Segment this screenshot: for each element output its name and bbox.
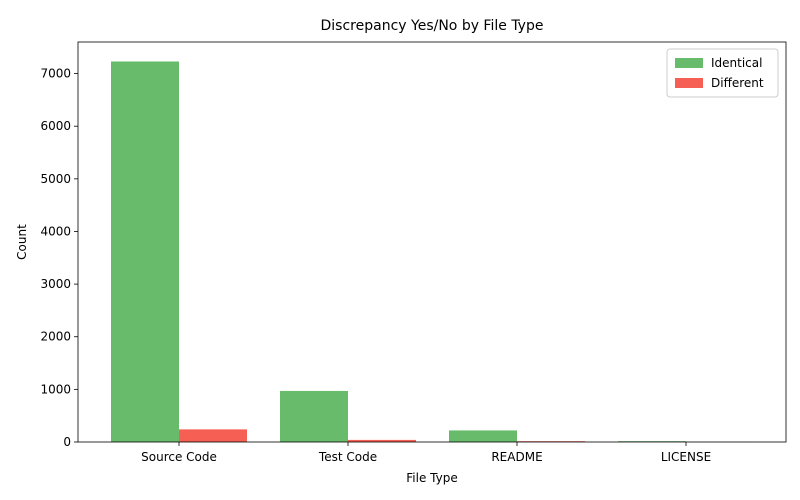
y-tick-label: 4000 bbox=[40, 224, 71, 238]
y-tick-label: 7000 bbox=[40, 67, 71, 81]
x-axis: Source Code Test Code README LICENSE bbox=[141, 442, 711, 464]
y-tick-label: 2000 bbox=[40, 330, 71, 344]
bar-identical-source-code bbox=[111, 61, 179, 442]
bars-group bbox=[111, 61, 754, 442]
bar-identical-readme bbox=[449, 430, 517, 442]
legend-swatch-different bbox=[675, 78, 703, 88]
y-tick-label: 1000 bbox=[40, 382, 71, 396]
plot-frame bbox=[77, 41, 787, 443]
y-axis: 0 1000 2000 3000 4000 5000 6000 7000 bbox=[40, 67, 78, 449]
chart-title: Discrepancy Yes/No by File Type bbox=[321, 18, 544, 34]
y-tick-label: 5000 bbox=[40, 172, 71, 186]
x-axis-label: File Type bbox=[406, 471, 457, 485]
y-tick-label: 6000 bbox=[40, 119, 71, 133]
y-tick-label: 0 bbox=[63, 435, 71, 449]
legend-swatch-identical bbox=[675, 58, 703, 68]
y-tick-label: 3000 bbox=[40, 277, 71, 291]
x-tick-label: Source Code bbox=[141, 450, 217, 464]
bar-identical-test-code bbox=[280, 390, 348, 442]
bar-different-source-code bbox=[179, 429, 247, 442]
legend-label-identical: Identical bbox=[711, 56, 762, 70]
legend: Identical Different bbox=[666, 48, 779, 98]
x-tick-label: LICENSE bbox=[661, 450, 711, 464]
legend-label-different: Different bbox=[711, 76, 764, 90]
y-axis-label: Count bbox=[15, 224, 29, 260]
x-tick-label: Test Code bbox=[318, 450, 377, 464]
bar-different-test-code bbox=[348, 439, 416, 442]
x-tick-label: README bbox=[491, 450, 542, 464]
